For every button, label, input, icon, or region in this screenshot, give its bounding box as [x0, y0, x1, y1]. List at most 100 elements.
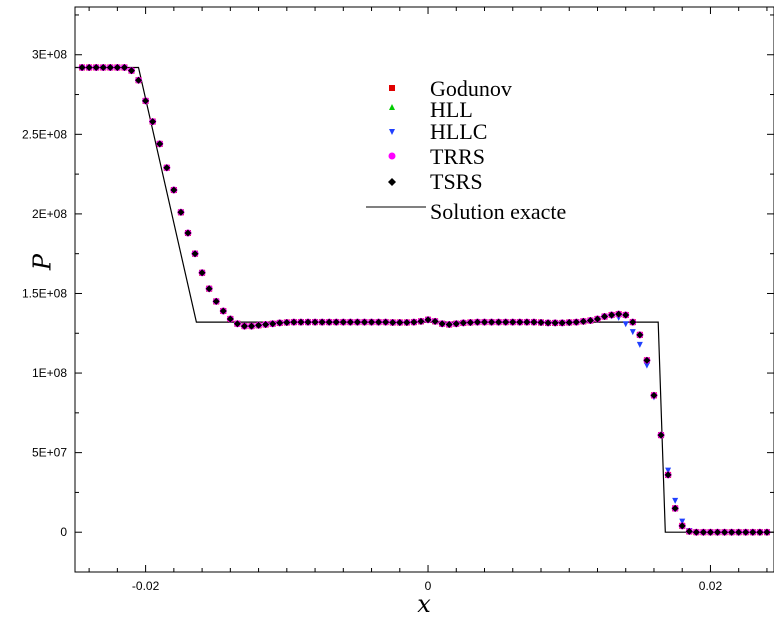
tsrs-point	[127, 67, 135, 75]
legend: Godunov HLL HLLC TRRS TSRS Solution exac…	[366, 76, 566, 224]
tsrs-point	[290, 318, 298, 326]
tsrs-point	[629, 318, 637, 326]
tsrs-point	[671, 504, 679, 512]
tsrs-point	[445, 321, 453, 329]
tsrs-point	[565, 318, 573, 326]
legend-marker-tsrs	[388, 178, 396, 186]
tsrs-point	[523, 318, 531, 326]
tsrs-point	[749, 528, 757, 536]
tsrs-point	[459, 319, 467, 327]
legend-item-exact: Solution exacte	[366, 199, 566, 224]
y-tick-label: 3E+08	[32, 48, 67, 62]
x-tick-label: 0	[425, 579, 432, 593]
tsrs-point	[191, 250, 199, 258]
tsrs-point	[537, 318, 545, 326]
exact-solution-layer	[75, 66, 774, 533]
tsrs-point	[396, 318, 404, 326]
y-tick-label: 1.5E+08	[22, 286, 67, 300]
legend-item-hll: HLL	[389, 97, 473, 122]
tsrs-point	[509, 318, 517, 326]
y-tick-label: 1E+08	[32, 366, 67, 380]
tsrs-point	[346, 318, 354, 326]
tsrs-point	[276, 319, 284, 327]
tsrs-point	[255, 321, 263, 329]
tsrs-point	[332, 318, 340, 326]
legend-label-hllc: HLLC	[430, 119, 487, 144]
tsrs-point	[452, 320, 460, 328]
tsrs-point	[135, 76, 143, 84]
tsrs-point	[283, 318, 291, 326]
tsrs-point	[269, 320, 277, 328]
tsrs-point	[120, 63, 128, 71]
legend-marker-trrs	[388, 152, 396, 160]
tsrs-point	[149, 118, 157, 126]
legend-label-trrs: TRRS	[430, 144, 485, 169]
tsrs-point	[156, 140, 164, 148]
tsrs-point	[572, 318, 580, 326]
y-tick-label: 2.5E+08	[22, 127, 67, 141]
tsrs-point	[163, 164, 171, 172]
tsrs-point	[339, 318, 347, 326]
tsrs-point	[212, 297, 220, 305]
tsrs-point	[692, 528, 700, 536]
tsrs-point	[142, 97, 150, 105]
tsrs-point	[325, 318, 333, 326]
tsrs-point	[92, 63, 100, 71]
legend-label-godunov: Godunov	[430, 76, 512, 101]
legend-label-tsrs: TSRS	[430, 169, 483, 194]
tsrs-point	[636, 331, 644, 339]
tsrs-point	[318, 318, 326, 326]
tsrs-point	[742, 528, 750, 536]
tsrs-point	[699, 528, 707, 536]
tsrs-point	[516, 318, 524, 326]
hllc-point	[643, 362, 650, 369]
tsrs-point	[304, 318, 312, 326]
tsrs-point	[113, 63, 121, 71]
legend-item-tsrs: TSRS	[388, 169, 483, 194]
hllc-point	[622, 321, 629, 328]
tsrs-point	[593, 315, 601, 323]
hllc-point	[679, 518, 686, 525]
y-tick-label: 0	[60, 525, 67, 539]
tsrs-point	[488, 318, 496, 326]
tsrs-point	[311, 318, 319, 326]
tsrs-point	[643, 356, 651, 364]
legend-marker-hllc	[389, 129, 395, 135]
tsrs-point	[375, 318, 383, 326]
hllc-point	[629, 329, 636, 336]
tsrs-point	[184, 229, 192, 237]
tsrs-point	[622, 311, 630, 319]
hllc-point	[636, 341, 643, 348]
tsrs-point	[417, 317, 425, 325]
tsrs-point	[360, 318, 368, 326]
tsrs-point	[495, 318, 503, 326]
tsrs-point	[99, 63, 107, 71]
tsrs-point	[664, 471, 672, 479]
legend-item-hllc: HLLC	[389, 119, 487, 144]
tsrs-point	[735, 528, 743, 536]
tsrs-point	[756, 528, 764, 536]
exact-solution-line	[75, 66, 774, 533]
data-points-layer	[78, 63, 771, 536]
tsrs-point	[601, 313, 609, 321]
tsrs-point	[297, 318, 305, 326]
tsrs-point	[410, 318, 418, 326]
tsrs-point	[706, 528, 714, 536]
tsrs-point	[579, 317, 587, 325]
tsrs-point	[106, 63, 114, 71]
tsrs-point	[466, 318, 474, 326]
legend-marker-hll	[389, 104, 395, 110]
tsrs-point	[403, 318, 411, 326]
legend-item-trrs: TRRS	[388, 144, 485, 169]
tsrs-point	[481, 318, 489, 326]
plot-frame	[74, 6, 774, 573]
tsrs-point	[608, 311, 616, 319]
y-tick-label: 5E+07	[32, 446, 67, 460]
y-tick-label: 2E+08	[32, 207, 67, 221]
tsrs-point	[240, 322, 248, 330]
tsrs-point	[728, 528, 736, 536]
y-axis-title: P	[29, 253, 57, 271]
hllc-point	[672, 497, 679, 504]
tsrs-point	[233, 320, 241, 328]
